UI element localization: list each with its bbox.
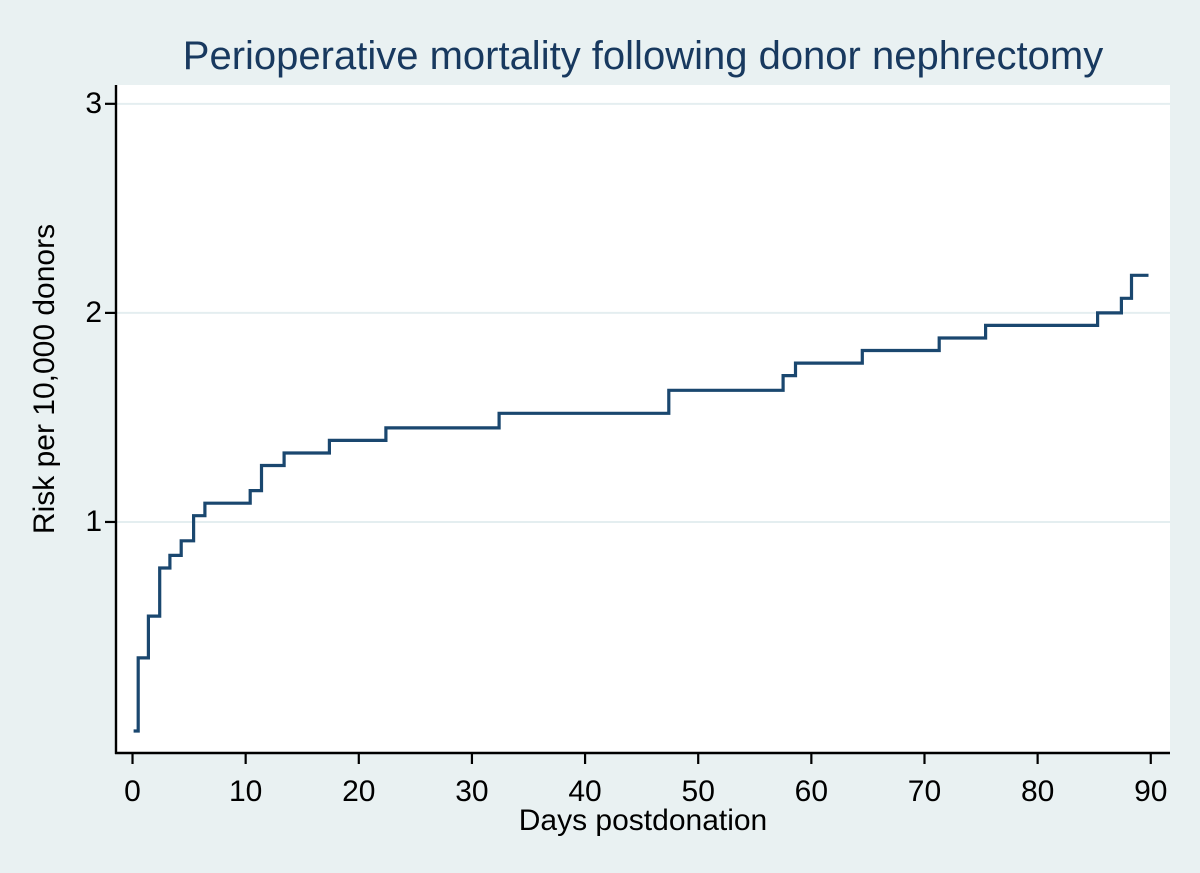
x-tick-label: 30 [455, 775, 489, 808]
x-tick-label: 90 [1134, 775, 1168, 808]
y-tick-label: 2 [85, 295, 102, 329]
x-tick-label: 70 [907, 775, 942, 808]
x-tick-label: 0 [124, 775, 141, 808]
x-tick-label: 40 [568, 775, 602, 808]
plot-background [116, 85, 1170, 753]
x-tick-label: 50 [681, 775, 715, 808]
x-tick-label: 20 [342, 775, 376, 808]
x-tick-label: 80 [1020, 775, 1055, 808]
x-axis-title: Days postdonation [518, 804, 768, 837]
risk-step-curve [133, 273, 1149, 733]
y-tick-label: 3 [85, 86, 102, 120]
x-tick-label: 60 [794, 775, 829, 808]
y-tick-label: 1 [85, 504, 102, 538]
chart-title: Perioperative mortality following donor … [182, 34, 1104, 78]
x-tick-label: 10 [228, 775, 263, 808]
